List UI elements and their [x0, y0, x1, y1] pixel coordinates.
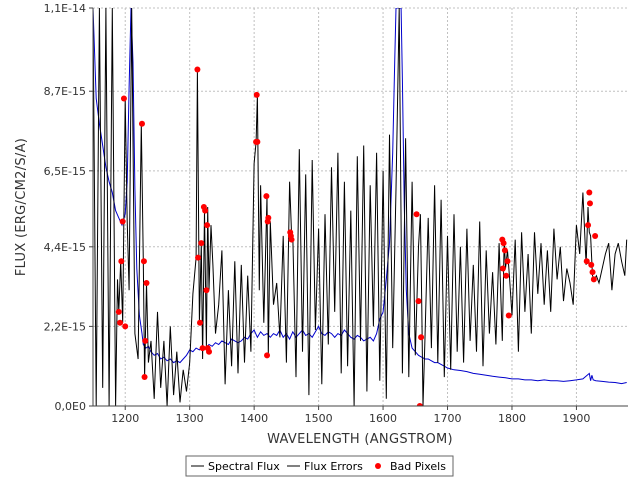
bad-pixel-point [583, 258, 590, 265]
series-layer [93, 8, 628, 406]
bad-pixel-point [416, 403, 423, 406]
bad-pixel-point [415, 298, 422, 305]
bad-pixel-point [119, 218, 126, 225]
legend-swatch-bad-pixels [375, 463, 381, 469]
bad-pixel-point [592, 232, 599, 239]
bad-pixel-point [142, 337, 149, 344]
x-tick-label: 1600 [369, 412, 397, 425]
bad-pixel-point [499, 265, 506, 272]
bad-pixel-point [265, 214, 272, 221]
bad-pixel-point [586, 189, 593, 196]
bad-pixel-point [586, 200, 593, 207]
bad-pixel-point [588, 261, 595, 268]
legend-label-flux-errors: Flux Errors [304, 460, 363, 473]
bad-pixel-point [115, 308, 122, 315]
bad-pixel-point [202, 207, 209, 214]
bad-pixel-point [206, 348, 213, 355]
bad-pixel-point [504, 258, 511, 265]
bad-pixel-point [413, 211, 420, 218]
bad-pixel-point [589, 269, 596, 276]
y-tick-label: 6,5E-15 [44, 165, 86, 178]
bad-pixel-point [203, 287, 210, 294]
x-tick-label: 1700 [434, 412, 462, 425]
bad-pixel-point [120, 95, 127, 102]
bad-pixel-point [204, 222, 211, 229]
bad-pixel-point [138, 120, 145, 127]
bad-pixel-point [288, 236, 295, 243]
bad-pixel-point [140, 258, 147, 265]
x-tick-label: 1200 [111, 412, 139, 425]
x-tick-label: 1400 [240, 412, 268, 425]
bad-pixel-point [199, 345, 206, 352]
ticks: 1200 1300 1400 1500 1600 1700 1800 1900 0,0E0 2,2… [44, 2, 591, 425]
legend: Spectral Flux Flux Errors Bad Pixels [185, 455, 454, 477]
bad-pixel-point [194, 66, 201, 73]
bad-pixel-point [118, 258, 125, 265]
bad-pixel-point [195, 254, 202, 261]
bad-pixel-point [590, 276, 597, 283]
bad-pixel-point [503, 272, 510, 279]
bad-pixel-point [117, 319, 124, 326]
legend-label-bad-pixels: Bad Pixels [390, 460, 446, 473]
bad-pixel-point [197, 319, 203, 326]
y-axis-title: FLUX (ERG/CM2/S/A) [14, 138, 29, 276]
bad-pixel-point [505, 312, 512, 319]
grid [93, 7, 628, 406]
bad-pixel-point [263, 193, 270, 200]
bad-pixel-point [264, 352, 271, 359]
legend-box [185, 455, 454, 477]
bad-pixel-point [501, 247, 508, 254]
plot-background [93, 8, 628, 406]
y-tick-label: 4,4E-15 [44, 241, 86, 254]
bad-pixel-point [585, 222, 592, 229]
y-tick-label: 8,7E-15 [44, 85, 86, 98]
bad-pixel-point [253, 91, 260, 98]
bad-pixel-point [141, 374, 148, 381]
y-tick-label: 0,0E0 [55, 400, 86, 413]
bad-pixel-point [143, 279, 150, 286]
bad-pixel-point [418, 334, 425, 341]
bad-pixel-point [500, 240, 507, 247]
legend-label-spectral-flux: Spectral Flux [208, 460, 280, 473]
x-tick-label: 1500 [305, 412, 333, 425]
x-tick-label: 1800 [498, 412, 526, 425]
bad-pixel-point [198, 240, 205, 247]
y-tick-label: 1,1E-14 [44, 2, 86, 15]
bad-pixel-point [254, 138, 261, 145]
series-spectral-flux-line [93, 8, 628, 406]
bad-pixel-point [122, 323, 129, 330]
x-tick-label: 1900 [562, 412, 590, 425]
x-axis-title: WAVELENGTH (ANGSTROM) [267, 432, 453, 447]
x-tick-label: 1300 [176, 412, 204, 425]
y-tick-label: 2,2E-15 [44, 320, 86, 333]
